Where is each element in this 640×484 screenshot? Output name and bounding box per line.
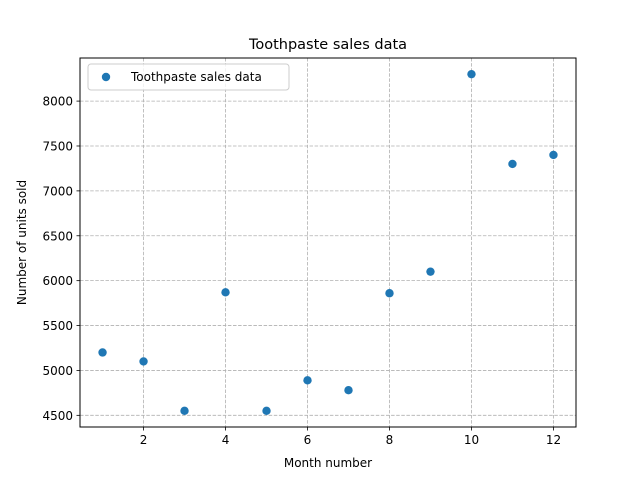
legend-label: Toothpaste sales data [130, 70, 262, 84]
data-point [98, 348, 107, 357]
x-tick-label: 4 [222, 433, 230, 447]
x-tick-label: 2 [140, 433, 148, 447]
data-point [467, 69, 476, 79]
data-point [303, 376, 312, 385]
y-tick-label: 4500 [42, 409, 73, 423]
plot-frame [79, 57, 577, 428]
y-tick-label: 7500 [42, 139, 73, 153]
data-point [139, 357, 148, 366]
y-tick-label: 6500 [42, 229, 73, 243]
legend-box [87, 63, 290, 91]
y-tick-label: 8000 [42, 95, 73, 109]
x-tick-label: 10 [464, 433, 479, 447]
data-point [262, 406, 271, 416]
x-tick-label: 6 [304, 433, 312, 447]
data-point [508, 159, 517, 169]
y-tick-label: 6000 [42, 274, 73, 288]
grid-lines [80, 58, 576, 427]
data-point [385, 289, 394, 298]
chart-title: Toothpaste sales data [248, 37, 407, 53]
x-tick-label: 8 [386, 433, 394, 447]
y-axis-label: Number of units sold [15, 180, 29, 305]
legend: Toothpaste sales data [87, 63, 290, 91]
data-point [221, 288, 230, 297]
data-point [180, 406, 189, 416]
y-tick-label: 5500 [42, 319, 73, 333]
data-points [98, 69, 558, 416]
y-tick-label: 7000 [42, 184, 73, 198]
legend-marker [101, 72, 111, 82]
x-tick-label: 12 [546, 433, 561, 447]
data-point [426, 267, 435, 276]
x-axis-label: Month number [284, 456, 372, 470]
y-tick-label: 5000 [42, 364, 73, 378]
axis-ticks: 2 4 6 8 10 12 4500 5000 5500 6000 6500 7000 7500 8000 [42, 95, 561, 447]
data-point [344, 385, 353, 395]
data-point [549, 150, 558, 160]
